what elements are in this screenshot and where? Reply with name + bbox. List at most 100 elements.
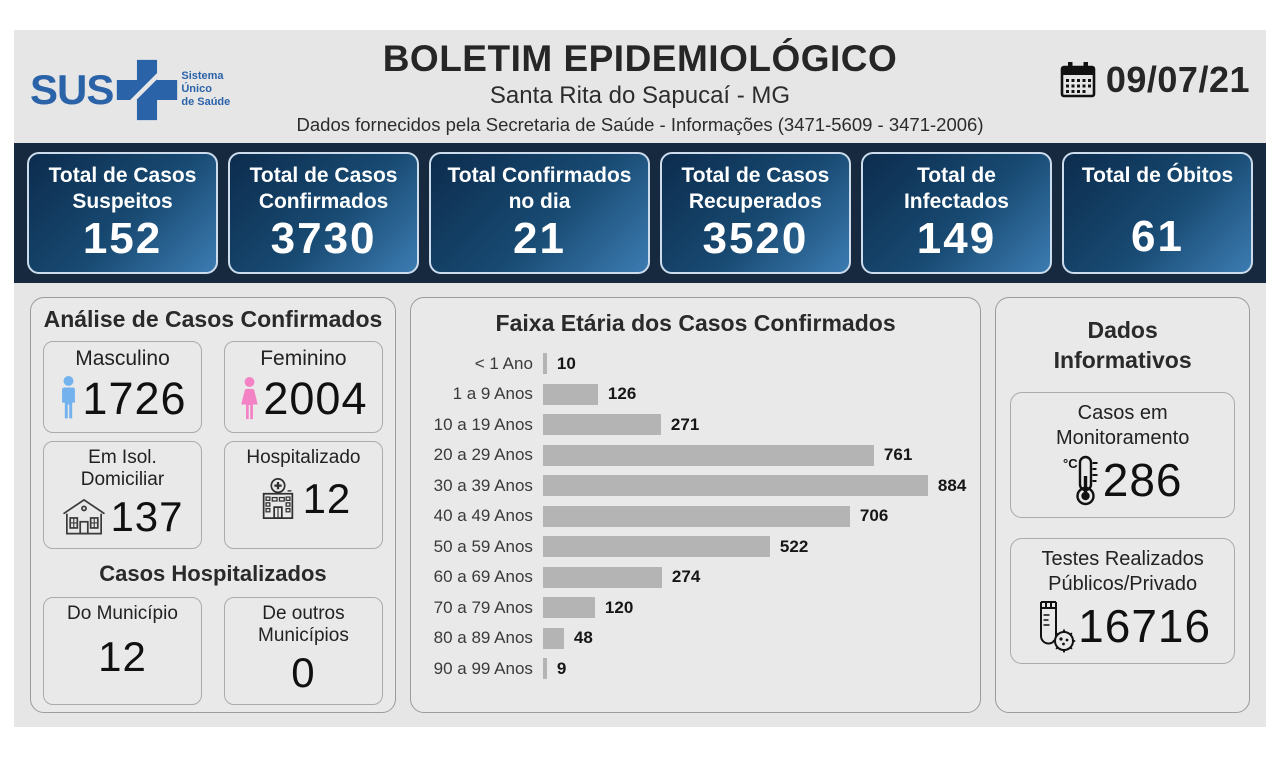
other-municipalities-value: 0 [291,648,316,696]
page-title: BOLETIM EPIDEMIOLÓGICO [382,38,898,79]
chart-row: 60 a 69 Anos 274 [425,566,966,588]
stat-card-confirmados-dia: Total Confirmados no dia 21 [429,152,650,274]
calendar-icon [1058,60,1098,100]
male-label: Masculino [75,347,170,370]
stat-label: Total Confirmados no dia [447,164,632,213]
age-bar-chart: < 1 Ano 10 1 a 9 Anos 126 10 a 19 Anos 2… [425,353,966,679]
test-tube-icon [1034,599,1076,653]
hospitalized-card: Hospitalizado [223,441,383,549]
female-card: Feminino 2004 [223,341,383,434]
chart-category-label: 70 a 79 Anos [433,597,533,617]
header: SUS Sistema Único de Saúde BOLETIM EPIDE… [14,30,1266,143]
tagline-line: Único [181,82,212,95]
chart-category-label: 60 a 69 Anos [433,567,533,586]
tests-card: Testes Realizados Públicos/Privado [1010,537,1235,664]
stat-card-suspeitos: Total de Casos Suspeitos 152 [27,152,219,274]
page-info-line: Dados fornecidos pela Secretaria de Saúd… [296,114,984,135]
stat-label: Total de Infectados [903,164,1009,213]
stat-value: 3520 [702,214,809,264]
stat-card-recuperados: Total de Casos Recuperados 3520 [659,152,851,274]
chart-row: 50 a 59 Anos 522 [425,536,966,557]
chart-value-label: 271 [670,414,700,434]
chart-value-label: 274 [671,567,701,586]
chart-bar [542,475,928,496]
chart-bar [542,383,598,405]
chart-bar [542,353,547,374]
stat-value: 3730 [270,214,377,264]
sus-logo-tagline: Sistema Único de Saúde [181,70,230,110]
chart-row: 70 a 79 Anos 120 [425,597,966,618]
male-icon [58,376,79,422]
chart-category-label: 20 a 29 Anos [433,445,533,464]
tagline-line: Sistema [181,69,224,82]
chart-category-label: 10 a 19 Anos [433,414,533,434]
chart-category-label: 50 a 59 Anos [433,536,533,556]
stat-card-infectados: Total de Infectados 149 [860,152,1052,274]
chart-row: 30 a 39 Anos 884 [425,475,966,496]
chart-bar [542,536,770,557]
chart-bar [542,444,874,466]
isolation-value: 137 [110,492,184,540]
chart-row: 40 a 49 Anos 706 [425,505,966,527]
female-label: Feminino [260,347,347,370]
stat-label: Total de Casos Recuperados [681,164,830,213]
house-icon [61,497,107,537]
sus-cross-icon [115,58,179,122]
gender-cards: Masculino 1726 Feminino [43,341,383,434]
chart-value-label: 9 [556,658,567,678]
chart-bar [542,414,661,435]
male-value: 1726 [82,373,187,425]
monitoring-value: 286 [1102,453,1183,506]
hospitalized-section-title: Casos Hospitalizados [99,560,327,586]
tests-label: Testes Realizados Públicos/Privado [1041,547,1204,595]
info-panel: Dados Informativos Casos em Monitorament… [995,297,1250,713]
chart-bar [542,505,850,527]
municipality-card: Do Município 12 [43,596,202,705]
chart-value-label: 126 [607,384,637,403]
chart-bar [542,658,547,679]
age-chart-panel: Faixa Etária dos Casos Confirmados < 1 A… [409,297,982,713]
summary-band: Total de Casos Suspeitos 152 Total de Ca… [14,143,1266,283]
chart-row: 90 a 99 Anos 9 [425,658,966,679]
male-card: Masculino 1726 [43,341,202,434]
stat-label: Total de Casos Suspeitos [48,164,197,213]
isolation-label: Em Isol. Domiciliar [80,447,165,490]
stat-label: Total de Casos Confirmados [249,164,398,213]
header-titles: BOLETIM EPIDEMIOLÓGICO Santa Rita do Sap… [282,30,998,143]
chart-category-label: 40 a 49 Anos [433,506,533,525]
chart-row: 1 a 9 Anos 126 [425,383,966,405]
hospitalized-label: Hospitalizado [246,447,361,469]
chart-value-label: 706 [859,506,889,525]
chart-value-label: 884 [937,475,967,495]
chart-bar [542,627,564,649]
stat-card-obitos: Total de Óbitos 61 [1061,152,1254,274]
female-icon [239,377,260,421]
chart-row: 20 a 29 Anos 761 [425,444,966,466]
monitoring-card: Casos em Monitoramento °C 286 [1010,391,1235,518]
chart-category-label: 30 a 39 Anos [433,475,533,495]
municipality-value: 12 [98,632,147,680]
bulletin-sheet: SUS Sistema Único de Saúde BOLETIM EPIDE… [14,30,1266,727]
analysis-panel: Análise de Casos Confirmados Masculino 1… [30,297,396,713]
hospitalized-value: 12 [302,474,352,522]
tests-value: 16716 [1078,599,1212,652]
chart-category-label: 1 a 9 Anos [452,384,533,403]
other-municipalities-label: De outros Municípios [258,602,349,646]
sus-logo: SUS Sistema Único de Saúde [30,30,282,143]
stat-value: 152 [82,214,163,264]
stat-value: 21 [513,214,566,264]
stat-value: 61 [1131,212,1184,261]
main-content: Análise de Casos Confirmados Masculino 1… [14,283,1266,727]
chart-row: 10 a 19 Anos 271 [425,414,966,435]
chart-value-label: 761 [883,445,913,464]
hospital-icon [256,477,300,521]
stat-value: 149 [916,214,997,264]
chart-value-label: 522 [779,536,809,556]
stat-label: Total de Óbitos [1081,164,1234,187]
monitoring-label: Casos em Monitoramento [1055,401,1190,449]
chart-bar [542,566,662,588]
isolation-card: Em Isol. Domiciliar [43,441,202,549]
svg-text:°C: °C [1063,456,1078,471]
sus-logo-text: SUS [30,65,114,113]
date-block: 09/07/21 [998,30,1250,143]
